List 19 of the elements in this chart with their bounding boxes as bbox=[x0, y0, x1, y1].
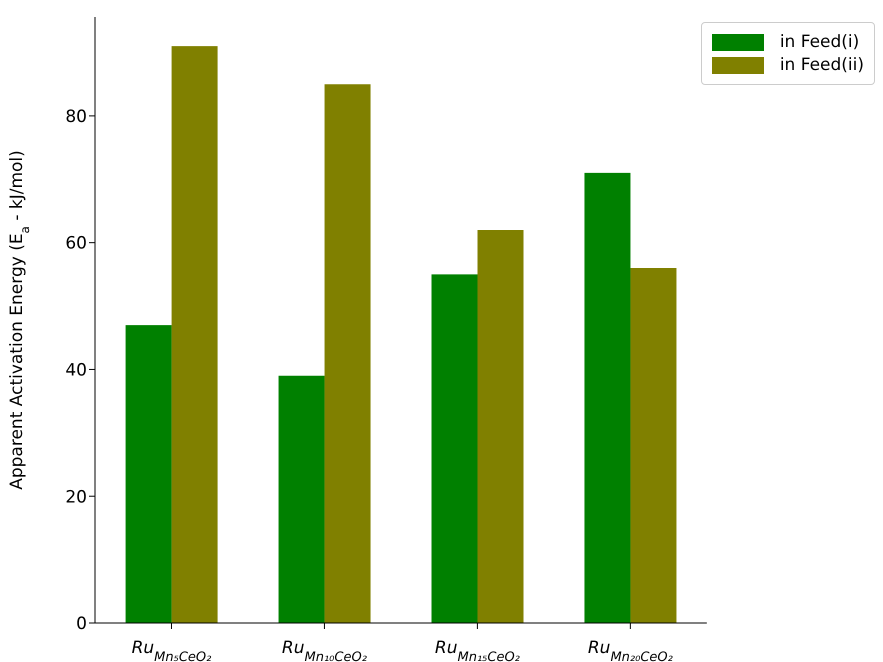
bar bbox=[324, 84, 371, 623]
bar bbox=[432, 274, 478, 623]
y-tick-label: 40 bbox=[65, 360, 87, 380]
y-tick-label: 0 bbox=[76, 614, 87, 634]
x-tick-label: Ru$_{Mn₂₀CeO₂}$ bbox=[588, 638, 673, 662]
bar bbox=[584, 172, 630, 623]
x-tick-label: Ru$_{Mn₅CeO₂}$ bbox=[132, 638, 212, 662]
y-tick-label: 60 bbox=[65, 234, 87, 254]
y-tick-label: 80 bbox=[65, 106, 87, 127]
x-tick-label: Ru$_{Mn₁₀CeO₂}$ bbox=[282, 638, 367, 662]
legend-label: in Feed(ii) bbox=[780, 55, 864, 75]
bar bbox=[478, 230, 524, 623]
x-tick-label: Ru$_{Mn₁₅CeO₂}$ bbox=[434, 638, 520, 662]
legend-label: in Feed(i) bbox=[780, 32, 860, 52]
bar bbox=[172, 46, 218, 623]
bar bbox=[126, 325, 172, 623]
bar bbox=[630, 268, 676, 623]
bar bbox=[278, 376, 325, 623]
y-tick-label: 20 bbox=[65, 487, 87, 508]
